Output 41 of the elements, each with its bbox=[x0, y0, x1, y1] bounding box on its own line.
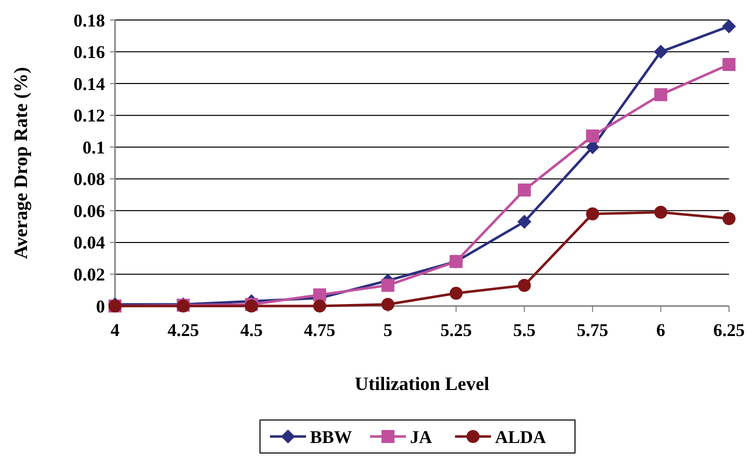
y-tick-label: 0.16 bbox=[74, 42, 105, 62]
point bbox=[381, 278, 394, 292]
point bbox=[518, 184, 531, 197]
x-axis-title: Utilization Level bbox=[354, 374, 490, 395]
x-tick-label: 4.75 bbox=[304, 320, 336, 340]
y-tick-label: 0.1 bbox=[82, 137, 105, 158]
x-tick-label: 6 bbox=[656, 320, 666, 340]
x-tick-label: 4.5 bbox=[240, 320, 263, 340]
point bbox=[654, 206, 668, 219]
point bbox=[722, 19, 736, 34]
x-tick-label: 4.25 bbox=[167, 320, 199, 340]
legend-label: BBW bbox=[310, 426, 352, 447]
point bbox=[517, 214, 532, 229]
point bbox=[450, 286, 463, 300]
point bbox=[654, 88, 668, 102]
point bbox=[586, 207, 600, 220]
point bbox=[722, 58, 736, 71]
x-tick-label: 5.25 bbox=[440, 320, 472, 340]
y-tick-label: 0.18 bbox=[74, 10, 105, 30]
point bbox=[654, 44, 668, 59]
x-tick-label: 5 bbox=[383, 320, 392, 340]
x-tick-label: 4 bbox=[110, 320, 120, 340]
y-tick-label: 0.12 bbox=[74, 106, 105, 126]
legend-label: ALDA bbox=[495, 426, 546, 447]
x-tick-label: 5.75 bbox=[576, 320, 608, 340]
point bbox=[586, 129, 600, 142]
y-tick-label: 0.14 bbox=[74, 74, 105, 94]
y-tick-label: 0 bbox=[96, 296, 105, 316]
y-tick-label: 0.02 bbox=[74, 264, 105, 285]
point bbox=[518, 278, 531, 292]
point bbox=[313, 288, 326, 302]
x-tick-label: 5.5 bbox=[513, 320, 536, 340]
y-tick-label: 0.06 bbox=[74, 200, 105, 221]
point bbox=[381, 298, 394, 311]
point bbox=[722, 212, 736, 226]
x-tick-label: 6.25 bbox=[713, 320, 745, 340]
y-tick-label: 0.08 bbox=[74, 169, 105, 190]
legend-label: JA bbox=[410, 426, 432, 447]
y-axis-title: Average Drop Rate (%) bbox=[11, 67, 32, 259]
y-tick-label: 0.04 bbox=[74, 232, 105, 253]
point bbox=[313, 300, 326, 312]
